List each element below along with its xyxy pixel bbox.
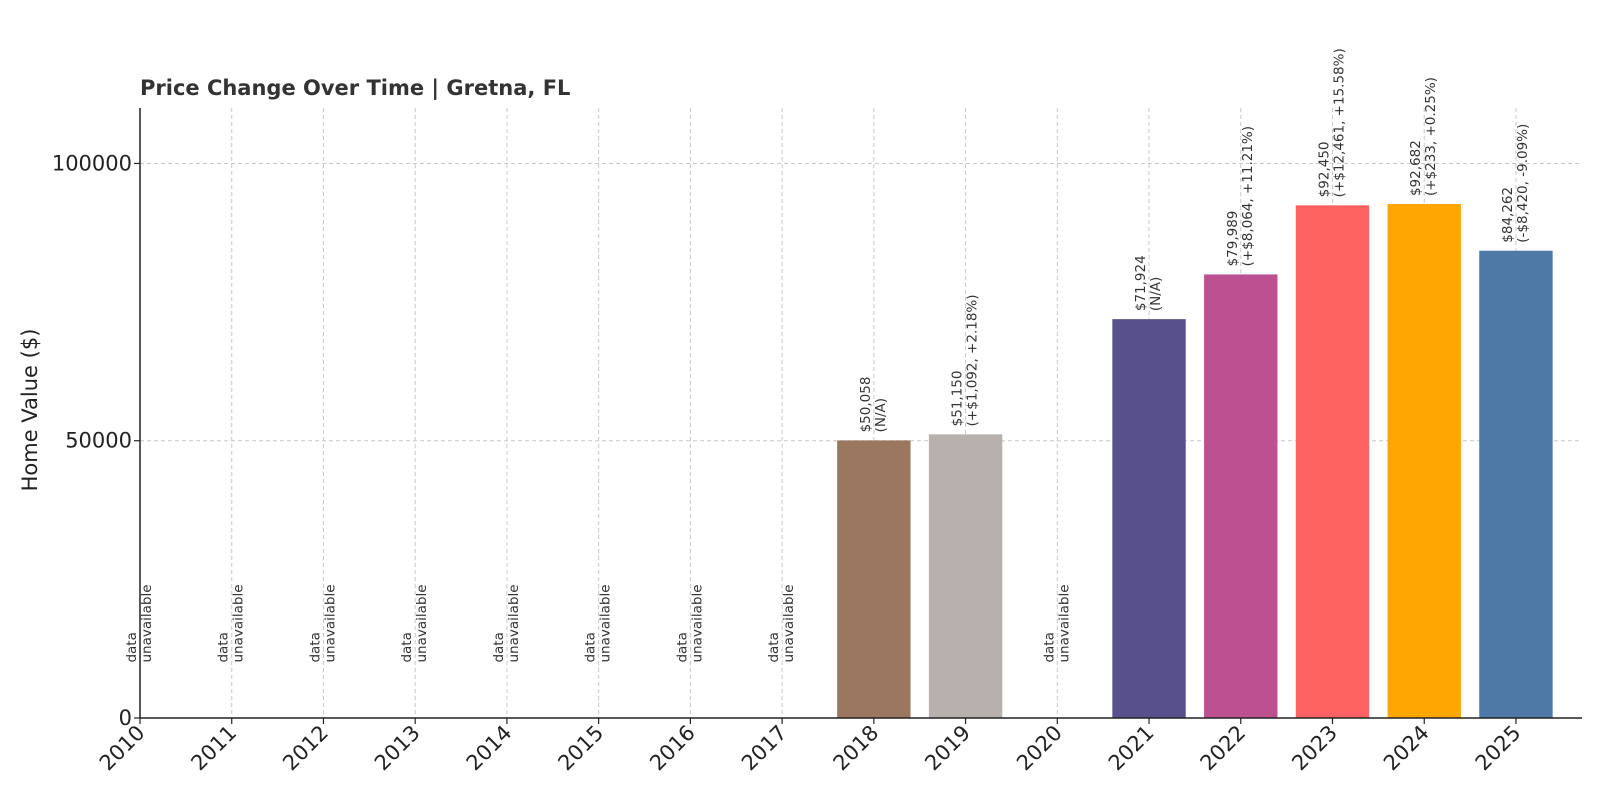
data-label-value-2017: data [766,632,782,662]
data-label-change-2010: unavailable [139,584,155,662]
bar-layer [837,204,1553,718]
data-label-change-2017: unavailable [781,584,797,662]
data-label-change-2022: (+$8,064, +11.21%) [1240,126,1256,266]
x-tick-label-2014: 2014 [462,721,517,776]
bar-2025 [1479,250,1553,718]
x-tick-label-2020: 2020 [1012,721,1067,776]
x-tick-label-2013: 2013 [370,721,425,776]
y-tick-label: 0 [119,706,132,730]
data-label-value-2015: data [583,632,599,662]
data-label-value-2016: data [674,632,690,662]
data-label-value-2022: $79,989 [1225,211,1241,267]
data-label-value-2014: data [491,632,507,662]
x-tick-label-2025: 2025 [1471,721,1526,776]
data-label-change-2013: unavailable [414,584,430,662]
data-label-value-2012: data [307,632,323,662]
x-tick-label-2024: 2024 [1379,721,1434,776]
x-tick-label-2019: 2019 [920,721,975,776]
data-label-value-2020: data [1041,632,1057,662]
data-label-value-2011: data [216,632,232,662]
y-tick-label: 100000 [52,151,132,175]
data-label-value-2025: $84,262 [1500,187,1516,243]
data-label-value-2013: data [399,632,415,662]
data-label-change-2024: (+$233, +0.25%) [1423,77,1439,196]
data-label-change-2016: unavailable [689,584,705,662]
bar-2023 [1295,205,1370,718]
x-tick-label-2022: 2022 [1196,721,1251,776]
data-label-change-2020: unavailable [1056,584,1072,662]
x-tick-label-2015: 2015 [553,721,608,776]
data-label-value-2024: $92,682 [1408,140,1424,196]
bar-2024 [1387,204,1461,718]
data-label-change-2025: (-$8,420, -9.09%) [1515,124,1531,243]
data-label-change-2014: unavailable [506,584,522,662]
data-label-value-2018: $50,058 [858,377,874,433]
bar-2019 [928,434,1003,718]
data-label-change-2021: (N/A) [1148,277,1164,311]
y-axis-label: Home Value ($) [18,329,42,492]
data-label-layer: data unavailable data unavailable data unavai… [124,48,1531,662]
data-label-value-2023: $92,450 [1316,141,1332,197]
x-tick-label-2018: 2018 [829,721,884,776]
data-label-value-2019: $51,150 [950,371,966,427]
x-tick-label-2011: 2011 [186,721,241,776]
data-label-change-2019: (+$1,092, +2.18%) [965,294,981,426]
data-label-value-2010: data [124,632,140,662]
data-label-change-2015: unavailable [598,584,614,662]
x-tick-label-2016: 2016 [645,721,700,776]
y-tick-label: 50000 [65,429,132,453]
x-tick-label-2023: 2023 [1287,721,1342,776]
bar-2018 [837,440,911,718]
bar-2021 [1112,319,1186,718]
data-label-change-2023: (+$12,461, +15.58%) [1331,48,1347,197]
data-label-value-2021: $71,924 [1133,255,1149,311]
data-label-change-2012: unavailable [322,584,338,662]
x-tick-label-2017: 2017 [737,721,792,776]
data-label-change-2018: (N/A) [873,398,889,432]
x-tick-label-2012: 2012 [278,721,333,776]
bar-2022 [1204,274,1278,718]
x-tick-label-2021: 2021 [1104,721,1159,776]
data-label-change-2011: unavailable [231,584,247,662]
chart-title: Price Change Over Time | Gretna, FL [140,76,570,101]
